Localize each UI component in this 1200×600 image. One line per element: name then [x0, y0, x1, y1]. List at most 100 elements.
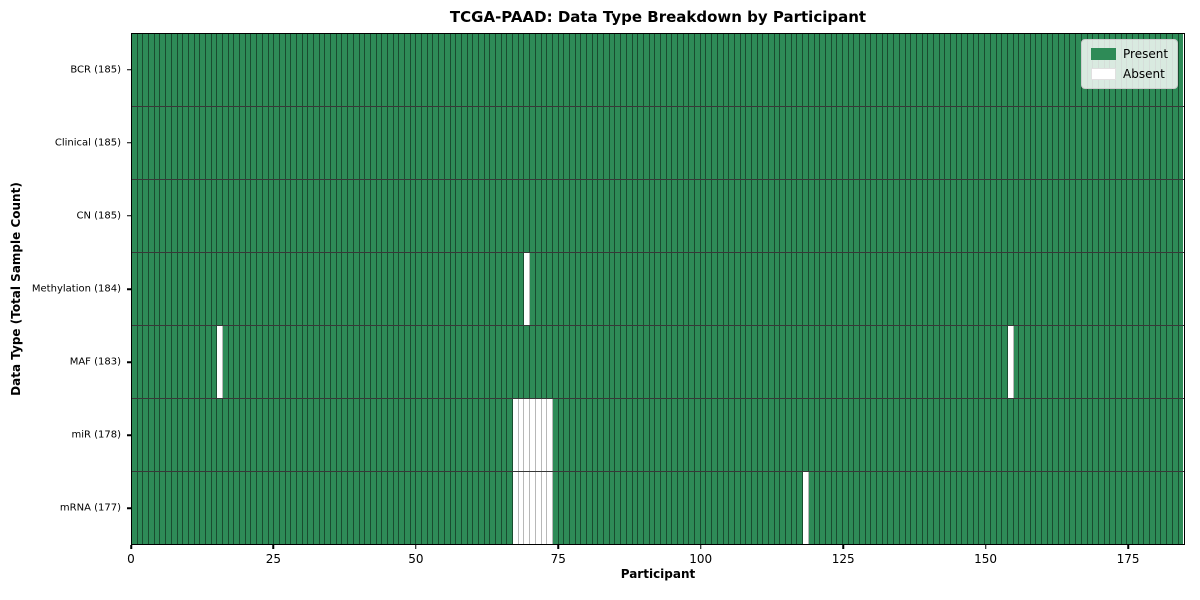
heatmap-cell-present [808, 180, 815, 252]
heatmap-cell-present [507, 326, 514, 398]
heatmap-cell-present [757, 399, 764, 471]
heatmap-cell-present [660, 180, 667, 252]
heatmap-cell-present [274, 34, 280, 106]
heatmap-cell-present [854, 472, 860, 544]
heatmap-cell-present [842, 180, 849, 252]
heatmap-cell-present [575, 180, 582, 252]
heatmap-cell-absent [535, 472, 542, 544]
heatmap-cell-present [558, 253, 565, 325]
heatmap-cell-present [1093, 472, 1099, 544]
heatmap-cell-present [473, 180, 479, 252]
heatmap-cell-present [706, 107, 713, 179]
heatmap-cell-present [1042, 180, 1048, 252]
heatmap-cell-present [1178, 34, 1184, 106]
heatmap-cell-present [205, 34, 212, 106]
heatmap-cell-present [314, 472, 320, 544]
heatmap-cell-present [723, 472, 730, 544]
heatmap-cell-present [393, 326, 400, 398]
heatmap-cell-present [245, 399, 252, 471]
heatmap-cell-present [433, 399, 440, 471]
heatmap-cell-present [598, 472, 605, 544]
heatmap-cell-present [678, 326, 684, 398]
heatmap-cell-present [410, 180, 417, 252]
heatmap-cell-present [979, 399, 986, 471]
heatmap-cell-present [285, 326, 292, 398]
heatmap-cell-present [916, 107, 923, 179]
heatmap-cell-present [200, 399, 206, 471]
heatmap-cell-present [211, 253, 218, 325]
heatmap-cell-present [217, 180, 223, 252]
heatmap-cell-present [370, 472, 377, 544]
heatmap-cell-present [575, 399, 582, 471]
heatmap-cell-present [245, 34, 252, 106]
heatmap-cell-present [1013, 107, 1020, 179]
heatmap-cell-present [1059, 253, 1065, 325]
heatmap-cell-present [746, 472, 752, 544]
heatmap-cell-present [882, 399, 889, 471]
heatmap-cell-present [223, 34, 229, 106]
heatmap-cell-present [899, 34, 906, 106]
heatmap-cell-present [308, 326, 314, 398]
heatmap-cell-present [473, 107, 479, 179]
heatmap-cell-present [740, 34, 747, 106]
heatmap-cell-present [183, 399, 189, 471]
heatmap-cell-present [962, 326, 969, 398]
heatmap-cell-present [1150, 399, 1156, 471]
heatmap-cell-present [1104, 399, 1111, 471]
heatmap-cell-present [899, 399, 906, 471]
heatmap-cell-present [285, 180, 292, 252]
heatmap-cell-present [1002, 180, 1008, 252]
heatmap-cell-present [1030, 253, 1037, 325]
heatmap-cell-present [331, 253, 337, 325]
heatmap-cell-present [1024, 180, 1031, 252]
heatmap-cell-present [245, 107, 252, 179]
heatmap-cell-present [422, 253, 428, 325]
heatmap-cell-present [353, 472, 360, 544]
heatmap-cell-present [939, 180, 946, 252]
heatmap-cell-present [547, 34, 553, 106]
heatmap-cell-present [877, 326, 883, 398]
heatmap-cell-present [416, 326, 423, 398]
heatmap-cell-present [877, 253, 883, 325]
heatmap-cell-present [951, 253, 957, 325]
heatmap-cell-present [296, 253, 303, 325]
heatmap-cell-present [842, 326, 849, 398]
heatmap-cell-present [382, 34, 388, 106]
heatmap-cell-present [234, 326, 241, 398]
heatmap-cell-present [564, 472, 570, 544]
heatmap-cell-present [365, 399, 371, 471]
heatmap-cell-present [484, 253, 491, 325]
heatmap-cell-present [1036, 399, 1042, 471]
heatmap-cell-present [393, 180, 400, 252]
heatmap-cell-present [848, 399, 855, 471]
heatmap-cell-present [484, 34, 491, 106]
heatmap-cell-present [956, 34, 963, 106]
heatmap-cell-present [797, 399, 804, 471]
heatmap-cell-present [1042, 399, 1048, 471]
heatmap-cell-present [1110, 472, 1116, 544]
heatmap-cell-present [211, 107, 218, 179]
heatmap-cell-present [439, 107, 445, 179]
heatmap-cell-present [729, 472, 735, 544]
heatmap-cell-present [706, 399, 713, 471]
heatmap-cell-present [205, 399, 212, 471]
heatmap-cell-present [916, 253, 923, 325]
heatmap-cell-present [814, 180, 821, 252]
heatmap-cell-present [1127, 107, 1133, 179]
heatmap-cell-present [803, 253, 809, 325]
x-tick-mark [699, 545, 702, 549]
heatmap-cell-present [496, 107, 502, 179]
heatmap-cell-present [774, 253, 781, 325]
heatmap-cell-present [376, 399, 383, 471]
heatmap-cell-present [842, 107, 849, 179]
heatmap-cell-present [348, 326, 354, 398]
heatmap-cell-present [1150, 253, 1156, 325]
heatmap-cell-present [1087, 180, 1094, 252]
heatmap-cell-present [1042, 253, 1048, 325]
heatmap-cell-present [825, 180, 832, 252]
heatmap-cell-present [1007, 107, 1014, 179]
heatmap-cell-present [234, 107, 241, 179]
heatmap-cell-present [916, 180, 923, 252]
heatmap-cell-present [1070, 34, 1077, 106]
heatmap-cell-present [1013, 399, 1020, 471]
